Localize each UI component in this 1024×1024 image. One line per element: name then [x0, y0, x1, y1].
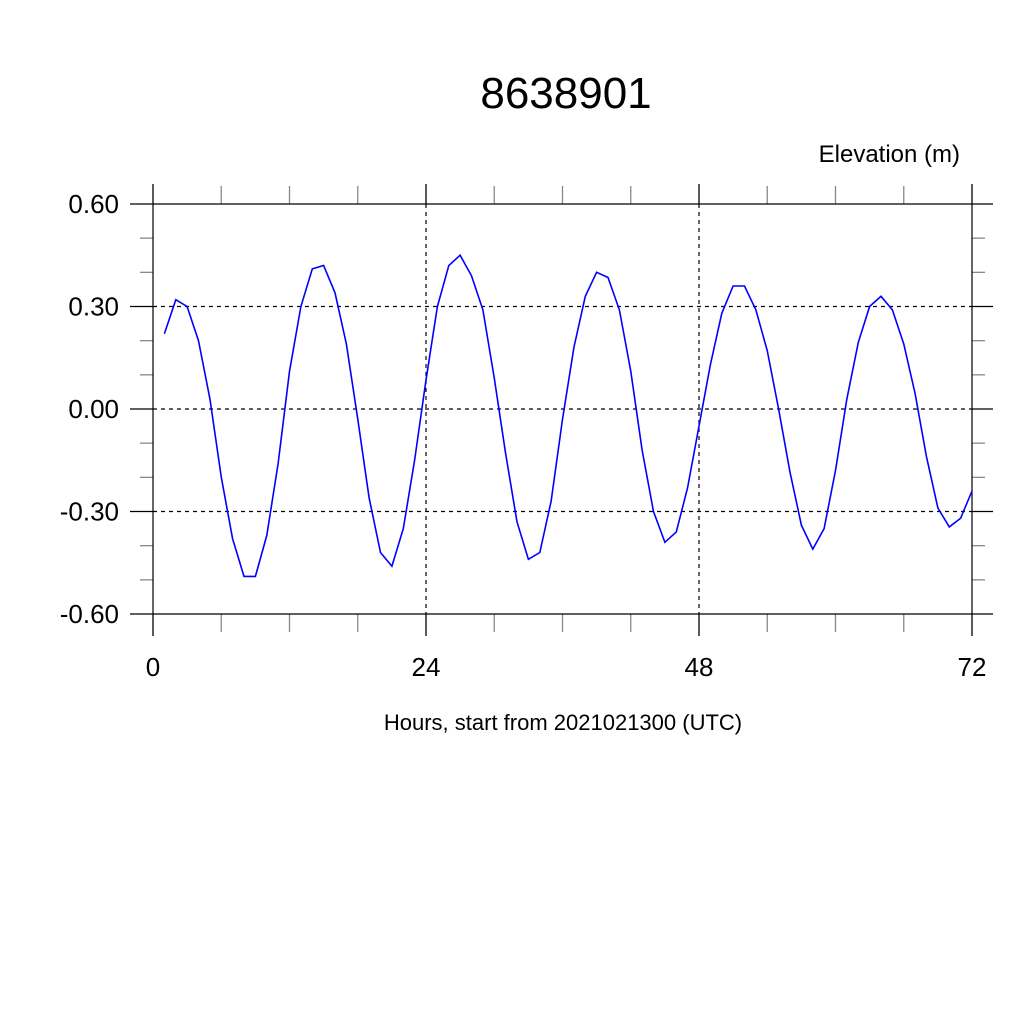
y-tick-label: 0.30	[68, 292, 119, 322]
chart-title: 8638901	[480, 69, 651, 118]
y-tick-label: -0.30	[60, 497, 119, 527]
series-line	[163, 253, 973, 578]
y-tick-label: 0.00	[68, 394, 119, 424]
x-tick-label: 72	[958, 652, 987, 682]
y-tick-label: 0.60	[68, 189, 119, 219]
x-tick-label: 24	[412, 652, 441, 682]
x-tick-label: 0	[146, 652, 160, 682]
x-axis-label: Hours, start from 2021021300 (UTC)	[384, 710, 742, 735]
x-tick-label: 48	[685, 652, 714, 682]
y-tick-label: -0.60	[60, 599, 119, 629]
y-axis-label: Elevation (m)	[819, 141, 960, 168]
